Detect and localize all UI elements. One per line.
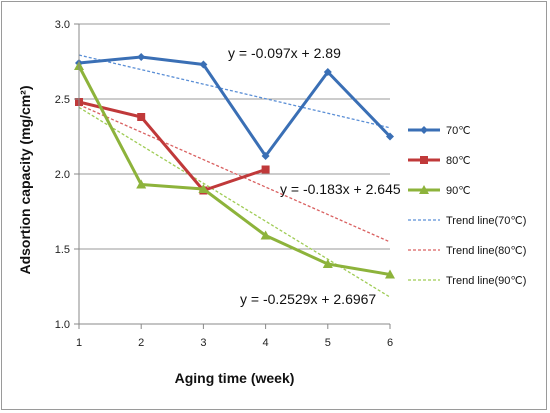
x-tick-label: 5	[325, 337, 331, 349]
series-line-1	[78, 100, 267, 192]
tick-labels: 1.0 1.5 2.0 2.5 3.0 1 2 3 4 5 6	[55, 19, 393, 349]
legend-marker-90	[419, 185, 429, 194]
data-point-2-3	[260, 230, 271, 240]
legend-item-trend-80: Trend line(80℃)	[408, 245, 526, 257]
trend-line-0	[78, 54, 391, 129]
legend-item-90: 90℃	[408, 185, 471, 197]
data-point-0-3	[261, 152, 270, 160]
y-tick-label: 3.0	[55, 19, 70, 31]
trend-equation-90: y = -0.2529x + 2.6967	[240, 291, 376, 307]
legend-marker-70	[420, 126, 428, 134]
data-point-2-2	[198, 184, 209, 193]
data-point-2-4	[322, 259, 333, 268]
trend-equation-80: y = -0.183x + 2.645	[280, 181, 401, 197]
y-tick-label: 1.5	[55, 244, 70, 256]
y-tick-label: 1.0	[55, 319, 70, 331]
x-axis-title: Aging time (week)	[175, 370, 295, 386]
y-tick-label: 2.0	[55, 169, 70, 181]
data-point-0-1	[137, 53, 146, 61]
legend-label-trend-70: Trend line(70℃)	[446, 215, 526, 227]
trend-line-2	[78, 106, 391, 298]
x-tick-label: 1	[76, 337, 82, 349]
axes	[74, 23, 391, 329]
x-tick-label: 4	[263, 337, 269, 349]
trend-line-1	[78, 104, 391, 243]
data-point-0-5	[386, 132, 394, 141]
series-lines	[74, 53, 395, 279]
data-point-1-3	[261, 165, 270, 174]
data-point-0-4	[323, 68, 332, 76]
data-point-2-5	[385, 269, 395, 279]
x-tick-label: 6	[387, 337, 393, 349]
y-axis-title: Adsortion capacity (mg/cm²)	[17, 85, 33, 274]
series-line-2	[77, 65, 391, 276]
legend-label-90: 90℃	[446, 185, 471, 197]
series-line-0	[78, 55, 392, 158]
legend-marker-80	[420, 156, 428, 164]
x-tick-label: 2	[138, 337, 144, 349]
y-tick-label: 2.5	[55, 94, 70, 106]
trend-lines	[78, 54, 391, 298]
legend-label-trend-80: Trend line(80℃)	[446, 245, 526, 257]
data-point-0-2	[199, 60, 208, 69]
legend-label-70: 70℃	[446, 125, 471, 137]
x-tick-label: 3	[200, 337, 206, 349]
data-point-1-1	[137, 113, 146, 121]
data-point-2-1	[136, 179, 147, 189]
legend-item-70: 70℃	[408, 125, 471, 137]
legend-item-trend-90: Trend line(90℃)	[408, 275, 526, 287]
legend-item-80: 80℃	[408, 155, 471, 167]
legend-label-80: 80℃	[446, 155, 471, 167]
legend: 70℃ 80℃ 90℃ Trend line(70℃) Trend line(8…	[408, 125, 526, 287]
legend-label-trend-90: Trend line(90℃)	[446, 275, 526, 287]
legend-item-trend-70: Trend line(70℃)	[408, 215, 526, 227]
trend-equation-70: y = -0.097x + 2.89	[228, 45, 341, 61]
